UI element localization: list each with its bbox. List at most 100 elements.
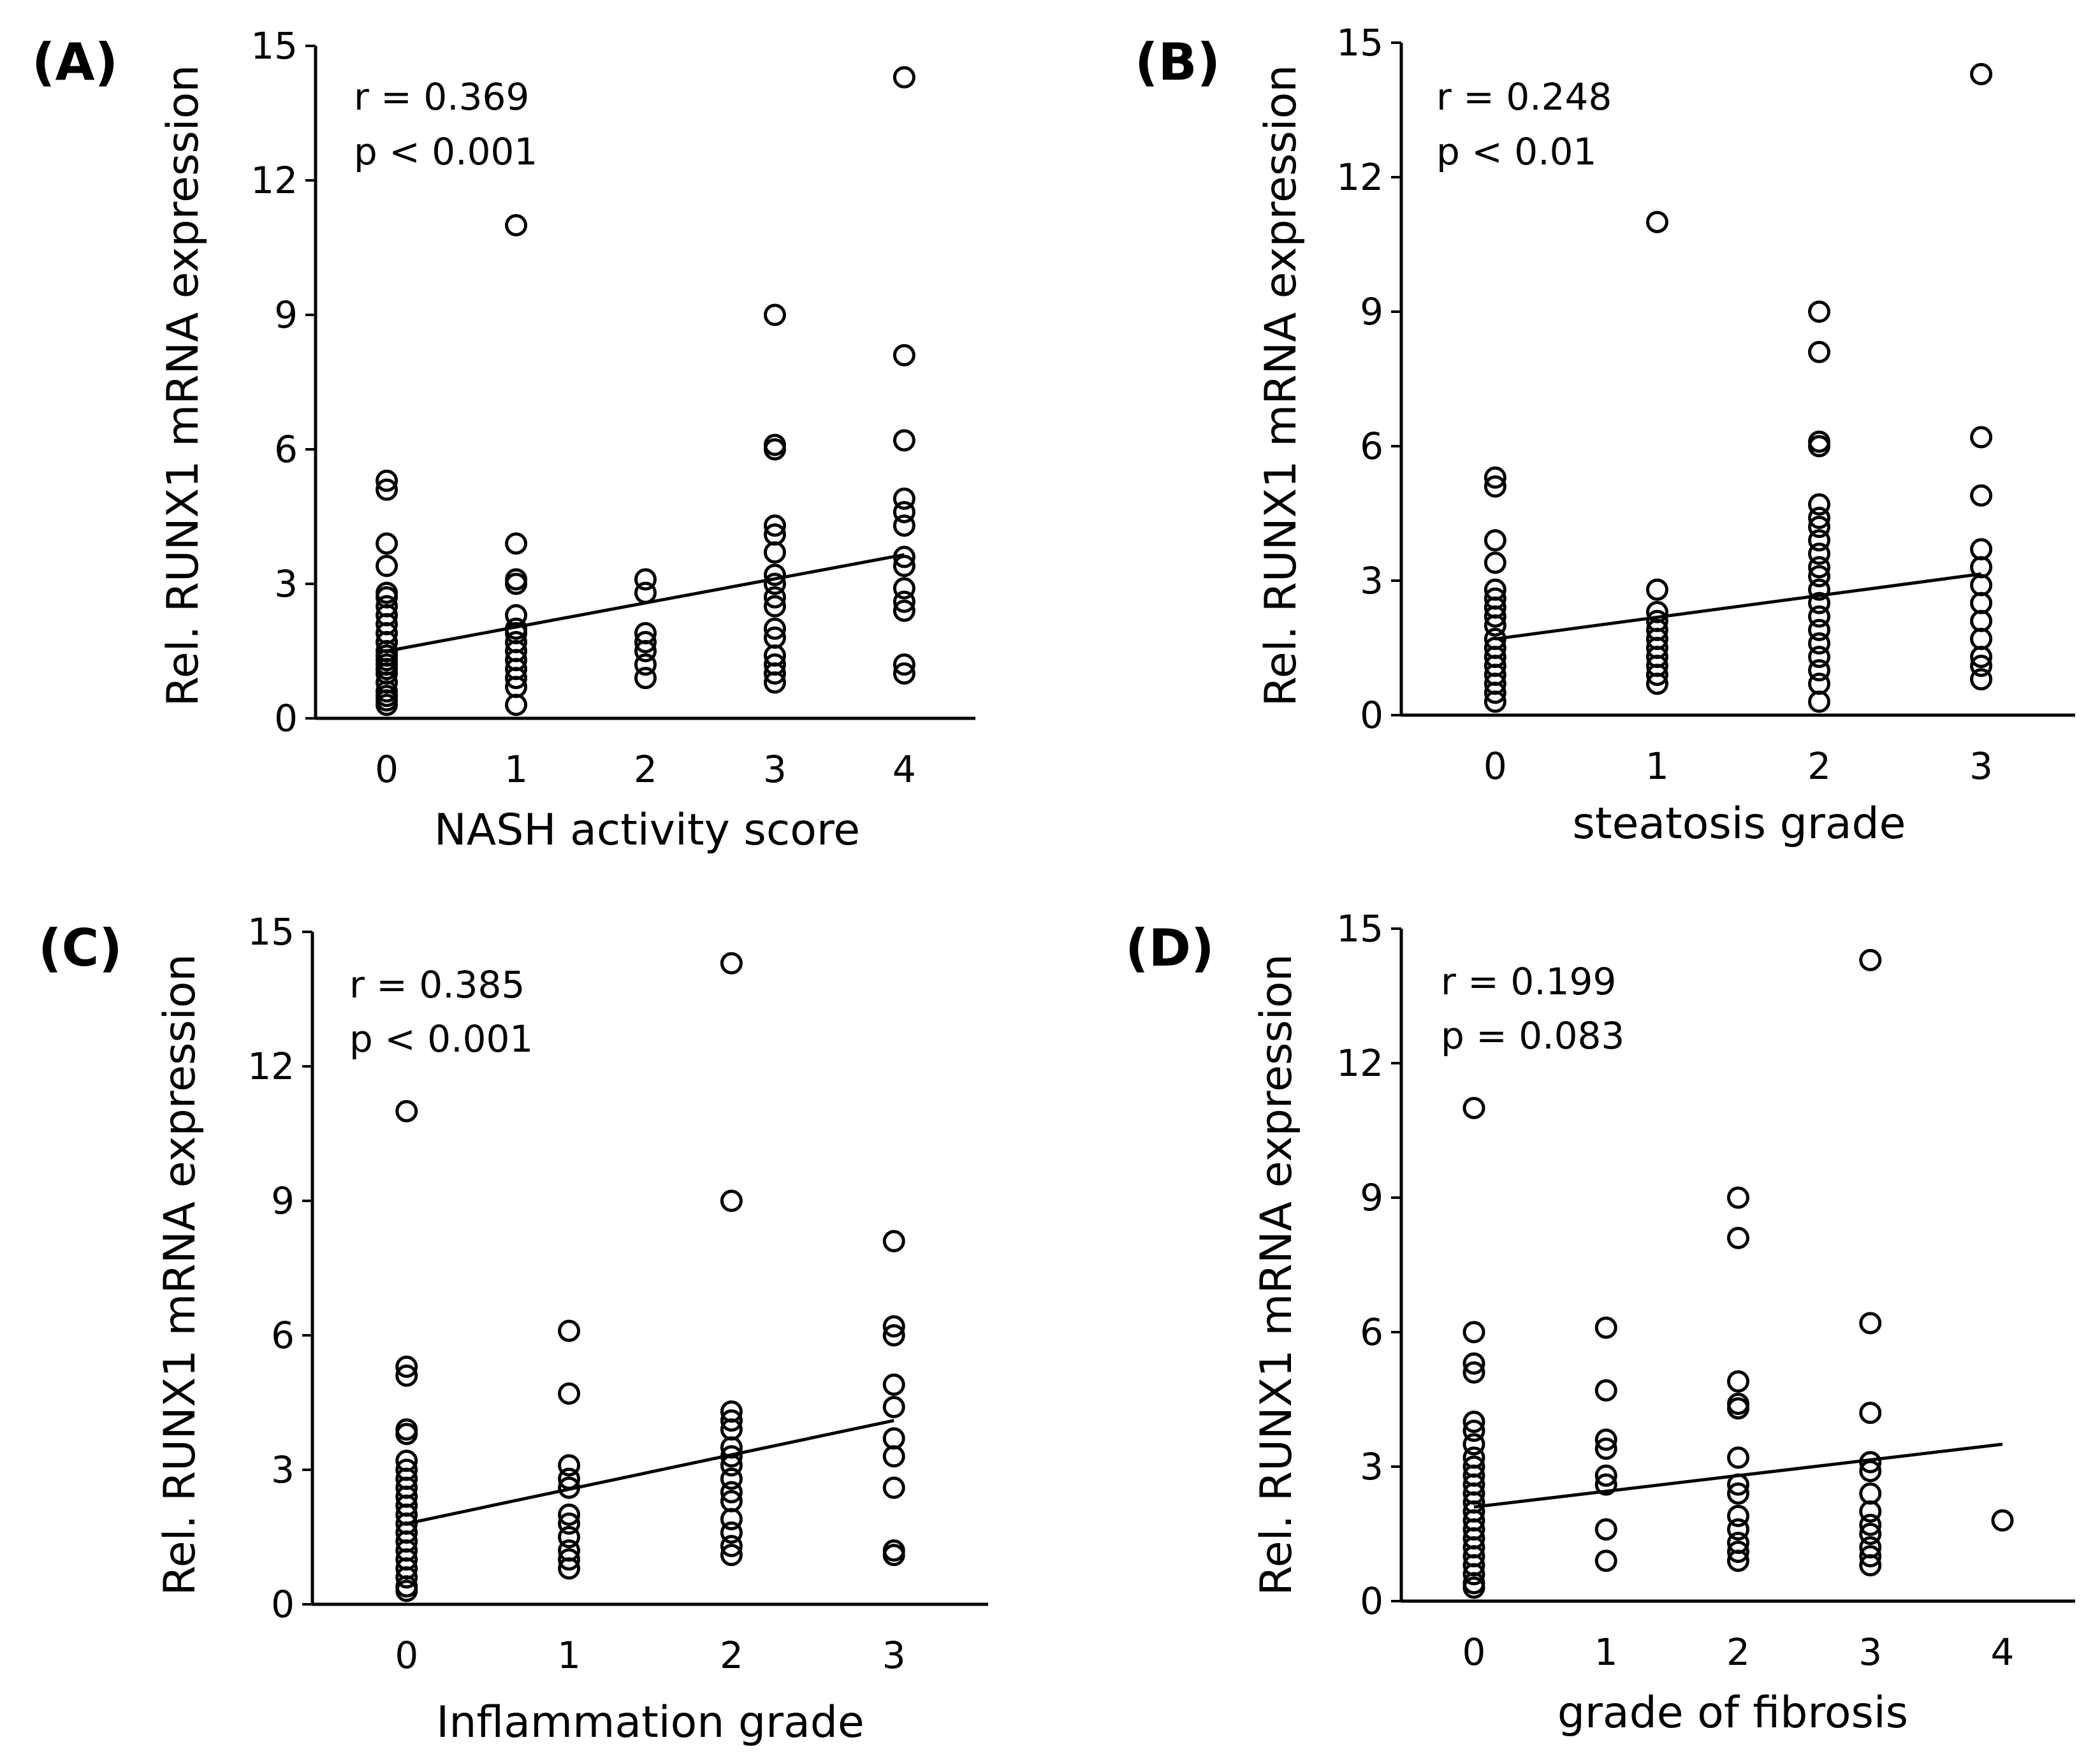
data-point bbox=[893, 500, 915, 523]
y-tick-label: 3 bbox=[1360, 1445, 1383, 1488]
data-point bbox=[1727, 1482, 1749, 1505]
x-axis-title-c: Inflammation grade bbox=[436, 1697, 864, 1748]
y-tick-label: 15 bbox=[1336, 907, 1383, 950]
data-point bbox=[1484, 681, 1506, 704]
x-tick-label: 4 bbox=[1991, 1630, 2015, 1674]
data-point bbox=[763, 541, 786, 564]
data-point bbox=[558, 1512, 581, 1535]
data-point bbox=[1808, 542, 1831, 565]
panel-label-a: (A) bbox=[32, 33, 118, 92]
y-tick-label: 9 bbox=[1360, 290, 1383, 333]
data-point bbox=[1462, 1361, 1485, 1384]
data-point bbox=[505, 532, 528, 555]
panel-label-c: (C) bbox=[38, 918, 122, 978]
y-tick-label: 9 bbox=[271, 1179, 295, 1223]
data-point bbox=[720, 1454, 743, 1477]
x-tick-label: 1 bbox=[557, 1634, 581, 1677]
data-point bbox=[1859, 1482, 1882, 1505]
data-point bbox=[376, 469, 398, 492]
x-tick-label: 2 bbox=[1807, 744, 1831, 788]
data-point bbox=[882, 1445, 905, 1468]
data-point bbox=[1808, 618, 1831, 641]
data-point bbox=[1727, 1186, 1749, 1209]
data-point bbox=[1594, 1437, 1617, 1460]
y-tick-label: 15 bbox=[251, 24, 298, 68]
data-point bbox=[558, 1548, 581, 1571]
y-axis-title-c: Rel. RUNX1 mRNA expression bbox=[155, 954, 205, 1596]
y-tick-label: 15 bbox=[247, 910, 295, 954]
data-point bbox=[1594, 1428, 1617, 1451]
x-tick-label: 0 bbox=[395, 1634, 418, 1677]
data-point bbox=[505, 693, 528, 716]
data-point bbox=[1970, 426, 1993, 449]
x-tick-label: 0 bbox=[1484, 744, 1507, 788]
data-point bbox=[1970, 591, 1993, 614]
data-point bbox=[763, 438, 786, 461]
data-point bbox=[1859, 1523, 1882, 1545]
data-point bbox=[1645, 672, 1668, 695]
data-point bbox=[763, 617, 786, 640]
data-point bbox=[395, 1355, 418, 1378]
y-axis-title-b: Rel. RUNX1 mRNA expression bbox=[1256, 65, 1306, 707]
data-point bbox=[720, 1189, 743, 1212]
data-point bbox=[558, 1557, 581, 1580]
data-point bbox=[505, 214, 528, 236]
data-point bbox=[763, 303, 786, 326]
data-point bbox=[1808, 672, 1831, 695]
data-point bbox=[893, 514, 915, 537]
data-point bbox=[1462, 1433, 1485, 1456]
data-point bbox=[1808, 578, 1831, 601]
x-tick-label: 2 bbox=[1726, 1630, 1750, 1674]
data-point bbox=[1594, 1549, 1617, 1572]
data-point bbox=[1859, 1460, 1882, 1483]
panel-label-b: (B) bbox=[1135, 33, 1220, 92]
y-tick-label: 6 bbox=[271, 1314, 295, 1357]
data-point bbox=[1727, 1504, 1749, 1527]
data-point bbox=[376, 478, 398, 501]
data-point bbox=[720, 1481, 743, 1504]
data-point bbox=[558, 1503, 581, 1526]
data-point bbox=[1808, 529, 1831, 552]
data-point bbox=[1970, 668, 1993, 691]
data-point bbox=[558, 1382, 581, 1405]
x-tick-label: 1 bbox=[1594, 1630, 1618, 1674]
y-tick-label: 6 bbox=[1360, 1310, 1383, 1354]
data-point bbox=[1484, 605, 1506, 628]
data-point bbox=[505, 667, 528, 690]
data-point bbox=[1484, 614, 1506, 637]
data-point bbox=[1594, 1464, 1617, 1487]
data-point bbox=[1970, 556, 1993, 579]
data-point bbox=[1970, 655, 1993, 678]
data-point bbox=[1808, 646, 1831, 669]
data-point bbox=[1645, 664, 1668, 686]
data-point bbox=[1970, 646, 1993, 669]
data-point bbox=[1859, 1554, 1882, 1577]
data-point bbox=[1484, 551, 1506, 574]
data-point bbox=[763, 514, 786, 537]
y-tick-label: 3 bbox=[1360, 559, 1383, 602]
data-point bbox=[376, 693, 398, 716]
data-point bbox=[1645, 578, 1668, 601]
data-point bbox=[720, 952, 743, 975]
data-point bbox=[893, 66, 915, 89]
x-tick-label: 0 bbox=[1462, 1630, 1486, 1674]
data-point bbox=[1859, 1312, 1882, 1335]
panel-c: (C) Rel. RUNX1 mRNA expression Inflammat… bbox=[38, 910, 988, 1748]
data-point bbox=[1462, 1411, 1485, 1433]
stat-p-d: p = 0.083 bbox=[1441, 1014, 1624, 1057]
data-point bbox=[1808, 556, 1831, 579]
data-point bbox=[1808, 565, 1831, 588]
x-tick-label: 4 bbox=[893, 748, 916, 791]
data-point bbox=[893, 487, 915, 510]
data-point bbox=[720, 1409, 743, 1432]
data-point bbox=[395, 1579, 418, 1602]
data-point bbox=[1727, 1541, 1749, 1564]
y-axis-title-a: Rel. RUNX1 mRNA expression bbox=[158, 65, 208, 707]
x-tick-label: 2 bbox=[634, 748, 657, 791]
data-point bbox=[634, 640, 657, 662]
data-point bbox=[1727, 1370, 1749, 1393]
data-point bbox=[1462, 1419, 1485, 1442]
data-point bbox=[763, 595, 786, 618]
x-tick-label: 0 bbox=[375, 748, 398, 791]
data-point bbox=[1970, 609, 1993, 632]
